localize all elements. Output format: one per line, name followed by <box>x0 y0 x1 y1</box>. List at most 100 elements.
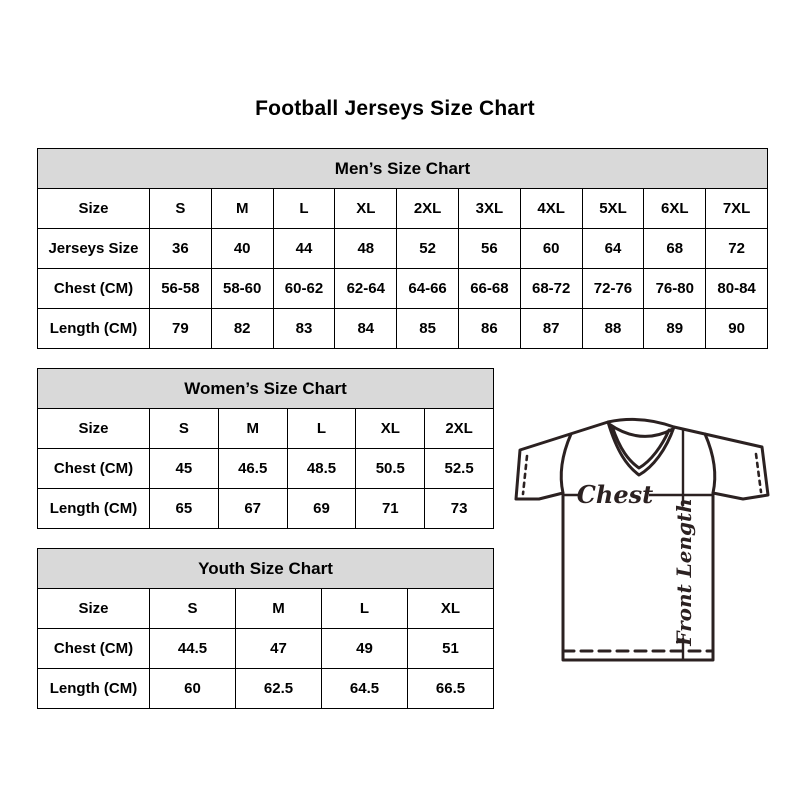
value-cell: 72 <box>705 228 768 269</box>
value-cell: 52 <box>396 228 459 269</box>
value-cell: 73 <box>424 488 494 529</box>
value-cell: S <box>149 588 236 629</box>
value-cell: 56 <box>457 228 521 269</box>
value-cell: 56-58 <box>149 268 212 309</box>
table-row: Size S M L XL <box>37 588 494 629</box>
value-cell: L <box>272 188 336 229</box>
page-title: Football Jerseys Size Chart <box>255 97 535 120</box>
right-sleeve-stitch-dash <box>754 452 763 494</box>
value-cell: L <box>321 588 408 629</box>
collar-v-inner <box>610 424 671 470</box>
value-cell: 45 <box>149 448 219 489</box>
value-cell: 85 <box>396 308 459 349</box>
value-cell: 44 <box>272 228 336 269</box>
value-cell: 46.5 <box>217 448 288 489</box>
value-cell: 72-76 <box>581 268 645 309</box>
value-cell: XL <box>334 188 398 229</box>
table-title: Women’s Size Chart <box>37 368 494 409</box>
value-cell: 4XL <box>519 188 583 229</box>
left-sleeve-stitch-dash <box>521 454 529 496</box>
table-row: Size S M L XL 2XL <box>37 408 494 449</box>
row-label-cell: Size <box>37 188 150 229</box>
value-cell: 84 <box>334 308 398 349</box>
value-cell: 62-64 <box>334 268 398 309</box>
value-cell: 76-80 <box>643 268 707 309</box>
row-label-cell: Chest (CM) <box>37 448 150 489</box>
value-cell: 2XL <box>396 188 459 229</box>
value-cell: 66-68 <box>457 268 521 309</box>
value-cell: 64-66 <box>396 268 459 309</box>
value-cell: 7XL <box>705 188 768 229</box>
collar-v-outer <box>606 420 676 477</box>
table-header-row: Youth Size Chart <box>37 548 494 589</box>
value-cell: 5XL <box>581 188 645 229</box>
chest-measure-label: Chest <box>577 480 653 509</box>
value-cell: 80-84 <box>705 268 768 309</box>
value-cell: L <box>286 408 357 449</box>
table-row: Chest (CM) 45 46.5 48.5 50.5 52.5 <box>37 448 494 489</box>
jersey-measurement-diagram: Chest Front Length <box>514 417 770 662</box>
value-cell: 79 <box>149 308 212 349</box>
value-cell: 87 <box>519 308 583 349</box>
table-row: Jerseys Size 36 40 44 48 52 56 60 64 68 72 <box>37 228 768 269</box>
value-cell: 68 <box>643 228 707 269</box>
row-label-cell: Chest (CM) <box>37 628 150 669</box>
row-label-cell: Size <box>37 588 150 629</box>
value-cell: 36 <box>149 228 212 269</box>
table-header-row: Men’s Size Chart <box>37 148 768 189</box>
value-cell: 60 <box>149 668 236 709</box>
mens-size-table: Men’s Size Chart Size S M L XL 2XL 3XL 4XL 5XL 6X… <box>37 148 768 349</box>
value-cell: 49 <box>321 628 408 669</box>
table-row: Length (CM) 60 62.5 64.5 66.5 <box>37 668 494 709</box>
value-cell: 40 <box>210 228 274 269</box>
value-cell: M <box>217 408 288 449</box>
table-row: Chest (CM) 56-58 58-60 60-62 62-64 64-66 66-68… <box>37 268 768 309</box>
row-label-cell: Size <box>37 408 150 449</box>
value-cell: 58-60 <box>210 268 274 309</box>
table-row: Length (CM) 79 82 83 84 85 86 87 88 89 90 <box>37 308 768 349</box>
value-cell: 69 <box>286 488 357 529</box>
value-cell: 68-72 <box>519 268 583 309</box>
left-armhole-seam <box>559 432 573 495</box>
value-cell: 47 <box>235 628 322 669</box>
jersey-outline <box>514 417 770 662</box>
value-cell: XL <box>407 588 494 629</box>
value-cell: 82 <box>210 308 274 349</box>
value-cell: S <box>149 188 212 229</box>
value-cell: 44.5 <box>149 628 236 669</box>
value-cell: 62.5 <box>235 668 322 709</box>
table-title: Youth Size Chart <box>37 548 494 589</box>
value-cell: 66.5 <box>407 668 494 709</box>
value-cell: 71 <box>355 488 426 529</box>
table-row: Chest (CM) 44.5 47 49 51 <box>37 628 494 669</box>
womens-size-table: Women’s Size Chart Size S M L XL 2XL Chest (CM… <box>37 368 494 529</box>
value-cell: 65 <box>149 488 219 529</box>
row-label-cell: Length (CM) <box>37 488 150 529</box>
youth-size-table: Youth Size Chart Size S M L XL Chest (CM) 44.5… <box>37 548 494 709</box>
value-cell: 83 <box>272 308 336 349</box>
value-cell: 6XL <box>643 188 707 229</box>
row-label-cell: Length (CM) <box>37 668 150 709</box>
value-cell: 64.5 <box>321 668 408 709</box>
value-cell: 60-62 <box>272 268 336 309</box>
row-label-cell: Jerseys Size <box>37 228 150 269</box>
table-header-row: Women’s Size Chart <box>37 368 494 409</box>
value-cell: 60 <box>519 228 583 269</box>
front-length-measure-label: Front Length <box>672 498 696 647</box>
value-cell: 50.5 <box>355 448 426 489</box>
value-cell: 67 <box>217 488 288 529</box>
value-cell: XL <box>355 408 426 449</box>
value-cell: 86 <box>457 308 521 349</box>
value-cell: 2XL <box>424 408 494 449</box>
table-row: Length (CM) 65 67 69 71 73 <box>37 488 494 529</box>
value-cell: M <box>235 588 322 629</box>
value-cell: S <box>149 408 219 449</box>
value-cell: 48 <box>334 228 398 269</box>
front-length-label-backdrop <box>674 506 694 638</box>
table-row: Size S M L XL 2XL 3XL 4XL 5XL 6XL 7XL <box>37 188 768 229</box>
value-cell: 89 <box>643 308 707 349</box>
value-cell: 64 <box>581 228 645 269</box>
value-cell: 90 <box>705 308 768 349</box>
row-label-cell: Chest (CM) <box>37 268 150 309</box>
value-cell: M <box>210 188 274 229</box>
